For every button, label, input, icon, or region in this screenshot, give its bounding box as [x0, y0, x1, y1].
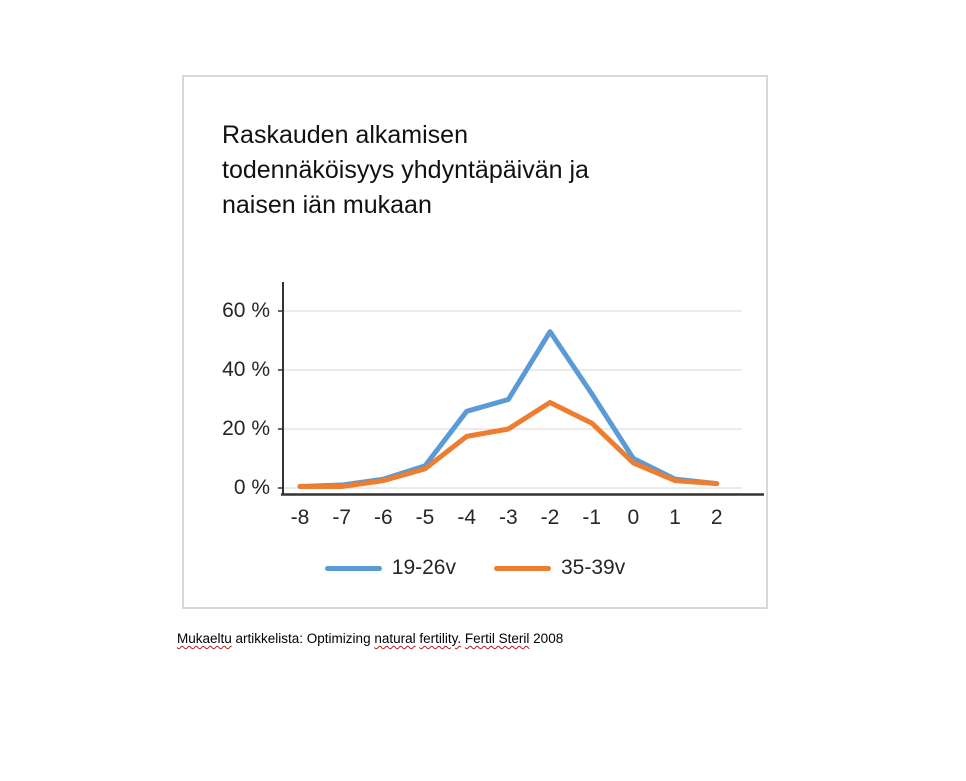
ytick-label-0: 0 %: [233, 476, 270, 499]
footer-citation: Mukaeltu artikkelista: Optimizing natura…: [177, 630, 777, 648]
xtick-label-0: 0: [627, 506, 640, 529]
footer-text-segment: 2008: [529, 631, 564, 646]
series-line-19-26v: [297, 329, 720, 490]
xtick-label--8: -8: [290, 506, 310, 529]
chart-title: Raskauden alkamisen todennäköisyys yhdyn…: [222, 121, 589, 219]
legend-line-swatch-orange: [494, 565, 551, 571]
legend-line-swatch-blue: [324, 565, 382, 571]
plot-svg: [278, 282, 764, 496]
xtick-label--3: -3: [499, 506, 518, 529]
xtick-label--2: -2: [540, 506, 560, 529]
footer-text-segment: fertility.: [419, 631, 462, 646]
ytick-label-40: 40 %: [222, 358, 270, 381]
chart-frame: [182, 75, 768, 609]
xtick-label--1: -1: [582, 506, 602, 529]
legend: 19-26v 35-39v: [182, 556, 768, 580]
footer-text-segment: Mukaeltu: [177, 631, 232, 646]
legend-label: 35-39v: [561, 556, 626, 579]
xtick-label--7: -7: [332, 506, 351, 529]
ytick-label-60: 60 %: [222, 299, 270, 322]
xtick-label-2: 2: [710, 506, 723, 529]
legend-item-35-39v: 35-39v: [494, 556, 625, 580]
footer-text-segment: natural: [374, 631, 416, 646]
ytick-label-20: 20 %: [222, 417, 270, 440]
legend-item-19-26v: 19-26v: [324, 556, 456, 580]
xtick-label--4: -4: [457, 506, 477, 529]
footer-text-segment: artikkelista: Optimizing: [231, 631, 375, 646]
footer-text-segment: Fertil Steril: [464, 631, 530, 646]
legend-label: 19-26v: [391, 556, 456, 579]
xtick-label--6: -6: [373, 506, 393, 529]
xtick-label-1: 1: [669, 506, 681, 529]
series-line-35-39v: [297, 399, 720, 490]
xtick-label--5: -5: [415, 506, 435, 529]
